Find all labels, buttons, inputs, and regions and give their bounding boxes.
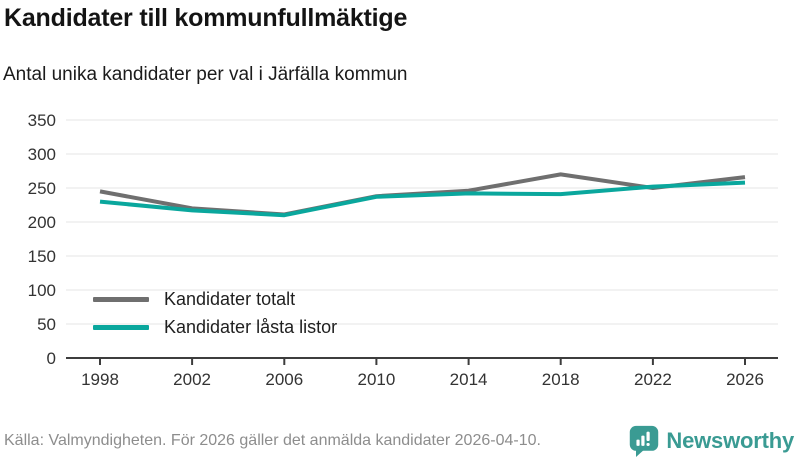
legend-label: Kandidater totalt: [164, 289, 296, 309]
chart-subtitle: Antal unika kandidater per val i Järfäll…: [3, 64, 408, 85]
y-tick-label: 0: [47, 349, 56, 368]
x-tick-label: 2010: [357, 370, 395, 389]
footer: Källa: Valmyndigheten. För 2026 gäller d…: [0, 424, 800, 458]
chart-legend: Kandidater totalt Kandidater låsta listo…: [93, 288, 337, 339]
series-lasta-listor: [99, 180, 746, 218]
x-tick-label: 2006: [265, 370, 303, 389]
y-tick-label: 100: [28, 281, 56, 300]
x-tick-label: 2018: [542, 370, 580, 389]
legend-swatch-teal-line: [93, 325, 149, 330]
brand-name: Newsworthy: [666, 428, 794, 453]
y-tick-label: 200: [28, 213, 56, 232]
x-tick-label: 2002: [173, 370, 211, 389]
y-tick-label: 250: [28, 179, 56, 198]
source-note: Källa: Valmyndigheten. För 2026 gäller d…: [4, 432, 541, 449]
x-tick-label: 2022: [634, 370, 672, 389]
legend-label: Kandidater låsta listor: [164, 317, 338, 337]
chart-canvas: 0 50 100 150 200 250 300 350 1998 2002 2006 2010 201…: [28, 111, 778, 389]
x-tick-label: 2026: [726, 370, 764, 389]
y-tick-label: 350: [28, 111, 56, 130]
legend-swatch-gray-line: [93, 297, 149, 302]
newsworthy-bubble-chart-icon: [630, 425, 659, 457]
y-tick-label: 50: [37, 315, 56, 334]
x-tick-label: 1998: [81, 370, 119, 389]
legend-item-lasta-listor: Kandidater låsta listor: [93, 316, 337, 339]
line-chart: 0 50 100 150 200 250 300 350 1998 2002 2006 2010 201…: [0, 100, 800, 400]
y-tick-label: 150: [28, 247, 56, 266]
y-tick-label: 300: [28, 145, 56, 164]
newsworthy-logo: Newsworthy: [628, 424, 794, 458]
legend-item-totalt: Kandidater totalt: [93, 288, 337, 311]
page-title: Kandidater till kommunfullmäktige: [4, 4, 408, 32]
x-tick-label: 2014: [450, 370, 488, 389]
